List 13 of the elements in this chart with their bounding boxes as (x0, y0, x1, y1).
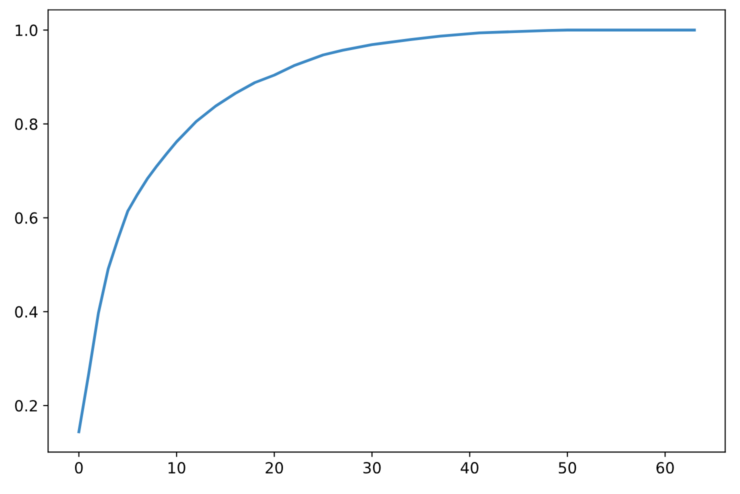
x-tick-label: 10 (168, 462, 186, 474)
y-tick-label: 0.4 (15, 306, 38, 318)
line-series (77, 28, 696, 434)
x-tick-label: 40 (460, 462, 478, 474)
y-tick-label: 1.0 (16, 24, 38, 36)
y-tick-label: 0.6 (15, 212, 38, 224)
x-tick-label: 30 (363, 462, 381, 474)
x-tick-label: 0 (75, 462, 83, 474)
x-tick-label: 50 (558, 462, 576, 474)
x-tick-label: 20 (266, 462, 283, 474)
x-tick-label: 60 (656, 462, 674, 474)
y-tick-label: 0.8 (15, 118, 38, 130)
y-tick-label: 0.2 (15, 400, 37, 412)
